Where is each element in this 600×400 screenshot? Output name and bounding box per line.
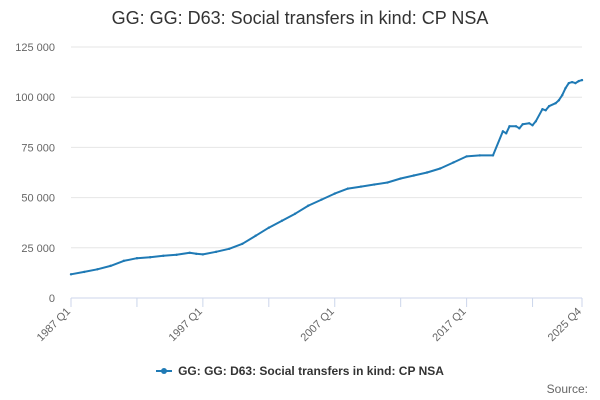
x-tick-label: 2007 Q1 — [299, 306, 337, 344]
data-point — [96, 268, 99, 271]
data-point — [574, 81, 577, 85]
data-point — [267, 226, 271, 229]
data-point — [439, 167, 442, 170]
y-tick-label: 25 000 — [21, 243, 55, 255]
data-point — [293, 212, 297, 215]
chart-title: GG: GG: D63: Social transfers in kind: C… — [111, 8, 489, 28]
data-point — [534, 120, 538, 123]
data-point — [521, 123, 524, 126]
data-point — [544, 109, 547, 112]
data-point — [412, 174, 416, 177]
data-point — [386, 181, 389, 184]
data-point — [109, 264, 112, 268]
x-axis: 1987 Q1 1997 Q1 2007 Q1 2017 Q1 2025 Q4 — [35, 297, 584, 344]
x-tick-label: 1987 Q1 — [35, 306, 73, 344]
data-point — [254, 234, 257, 237]
data-point — [547, 105, 551, 108]
data-point — [508, 125, 511, 128]
data-point — [478, 154, 481, 157]
data-point — [280, 219, 284, 222]
data-point — [69, 273, 73, 276]
data-point — [541, 108, 544, 111]
data-point — [307, 204, 310, 207]
credits[interactable]: Source: — [546, 382, 588, 396]
data-point — [491, 154, 495, 157]
legend[interactable]: GG: GG: D63: Social transfers in kind: C… — [0, 364, 600, 378]
data-point — [514, 125, 518, 128]
data-point — [359, 185, 363, 188]
data-point — [452, 161, 455, 164]
data-point — [148, 256, 152, 259]
x-tick-label: 2025 Q4 — [546, 306, 584, 344]
data-point — [228, 247, 231, 251]
data-point — [195, 252, 198, 256]
y-tick-label: 100 000 — [15, 92, 55, 104]
data-point — [501, 130, 505, 133]
data-point — [518, 127, 521, 130]
data-point — [82, 270, 86, 274]
data-point — [425, 171, 429, 174]
data-point — [122, 259, 125, 263]
y-tick-label: 75 000 — [21, 142, 55, 154]
data-point — [333, 192, 336, 195]
series-line-path — [70, 79, 583, 276]
x-tick-label: 1997 Q1 — [167, 306, 205, 344]
data-point — [567, 81, 571, 85]
data-point — [577, 79, 580, 83]
data-point — [188, 251, 191, 255]
data-point — [570, 80, 574, 84]
data-point — [135, 257, 139, 260]
data-point — [214, 250, 218, 254]
data-point — [201, 253, 205, 256]
grid-lines — [71, 46, 582, 299]
data-point — [561, 93, 564, 97]
data-point — [465, 155, 468, 158]
y-tick-label: 125 000 — [15, 42, 55, 54]
data-point — [504, 132, 508, 135]
data-point — [557, 99, 561, 102]
data-point — [320, 198, 323, 201]
x-tick-label: 2017 Q1 — [430, 306, 468, 344]
y-tick-label: 0 — [49, 293, 55, 305]
legend-label: GG: GG: D63: Social transfers in kind: C… — [178, 364, 444, 378]
data-point — [373, 183, 376, 186]
data-point — [162, 254, 165, 258]
data-point — [399, 177, 402, 180]
series-line — [69, 78, 584, 276]
data-point — [531, 124, 534, 127]
legend-swatch — [156, 366, 173, 376]
data-point — [175, 253, 178, 257]
data-point — [241, 242, 244, 245]
y-axis-tick-labels: 0 25 000 50 000 75 000 100 000 125 000 — [15, 42, 55, 305]
y-tick-label: 50 000 — [21, 193, 55, 205]
data-point — [554, 102, 557, 105]
data-point — [564, 86, 567, 90]
data-point — [346, 187, 350, 190]
data-point — [580, 78, 584, 82]
data-point — [528, 122, 531, 125]
